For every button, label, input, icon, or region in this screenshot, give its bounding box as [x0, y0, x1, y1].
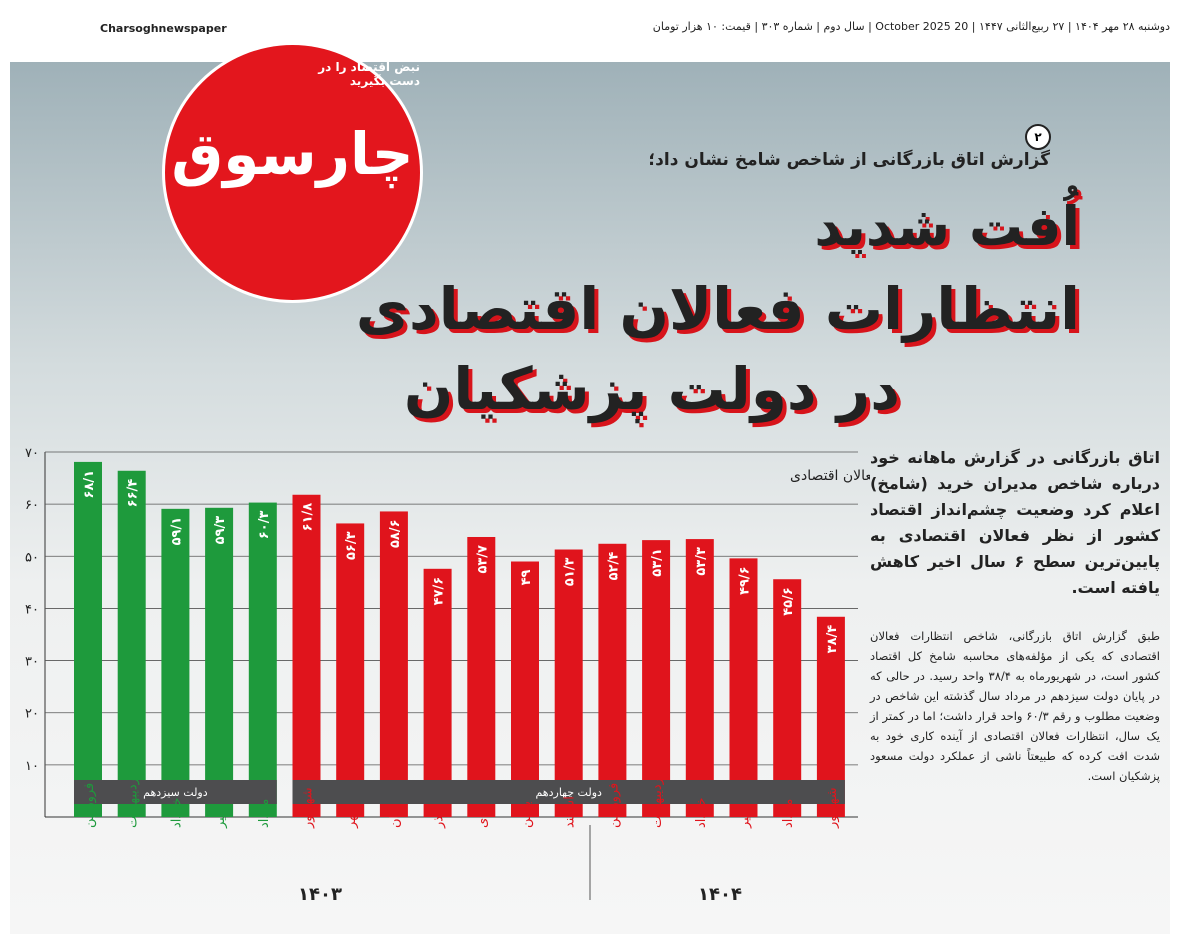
value-label: ۶۶/۴	[126, 479, 141, 508]
page-number: ۲	[1025, 124, 1051, 150]
value-label: ۶۸/۱	[82, 470, 97, 499]
value-label: ۵۱/۳	[563, 557, 578, 586]
bar	[773, 579, 802, 817]
y-tick-label: ۱۰	[25, 759, 39, 774]
y-tick-label: ۲۰	[25, 707, 39, 722]
bar	[292, 494, 321, 817]
value-label: ۵۸/۶	[388, 519, 403, 548]
bar	[511, 561, 539, 817]
body-text: طبق گزارش اتاق بازرگانی، شاخص انتظارات ف…	[870, 629, 1160, 783]
year-label: ۱۴۰۳	[298, 884, 342, 905]
x-tick-label: مرداد	[257, 799, 272, 828]
bar	[74, 461, 102, 817]
logo: چارسوق	[171, 120, 414, 188]
social-handle: Charsoghnewspaper	[100, 22, 227, 35]
bar	[161, 508, 190, 817]
y-tick-label: ۵۰	[25, 550, 39, 565]
x-tick-label: دی	[475, 812, 490, 828]
x-tick-label: تیر	[213, 813, 228, 829]
chart: شاخص انتظارات فعالان اقتصادی ۱۰ ۲۰ ۳۰ ۴۰ ۵۰ ۶…	[25, 446, 870, 905]
x-tick-label: فروردین	[82, 783, 97, 828]
value-label: ۴۵/۶	[781, 587, 796, 616]
headline: انتظارات فعالان اقتصادی	[355, 275, 1080, 343]
bar	[117, 470, 146, 817]
y-tick-label: ۴۰	[25, 602, 39, 617]
x-tick-label: اسفند	[563, 796, 578, 828]
slogan: نبض اقتصاد را در دست بگیرید	[318, 60, 420, 88]
value-label: ۶۱/۸	[301, 503, 316, 532]
value-label: ۵۹/۳	[213, 516, 228, 545]
value-label: ۶۰/۳	[257, 511, 272, 540]
x-tick-label: مهر	[344, 808, 359, 829]
group-band	[292, 780, 845, 804]
bar	[336, 523, 365, 817]
value-label: ۴۷/۶	[432, 577, 447, 606]
value-label: ۵۶/۳	[344, 531, 359, 560]
x-tick-label: اردیبهشت	[126, 774, 141, 828]
bar	[379, 511, 408, 817]
x-tick-label: مرداد	[781, 799, 796, 828]
value-label: ۵۳/۳	[694, 547, 709, 576]
x-tick-label: شهریور	[301, 787, 316, 829]
bar	[729, 558, 758, 817]
value-label: ۵۹/۱	[169, 517, 184, 546]
dateline: دوشنبه ۲۸ مهر ۱۴۰۴ | ۲۷ ربیع‌الثانی ۱۴۴۷…	[652, 20, 1170, 33]
x-tick-label: فروردین	[606, 783, 621, 828]
bar	[423, 568, 452, 817]
value-label: ۳۸/۴	[825, 625, 840, 654]
x-tick-label: شهریور	[825, 787, 840, 829]
bar	[554, 549, 583, 817]
year-label: ۱۴۰۴	[698, 884, 742, 905]
x-tick-label: تیر	[738, 813, 753, 829]
bar	[248, 502, 277, 817]
y-tick-label: ۳۰	[25, 655, 39, 670]
legend-label: دولت چهاردهم	[535, 786, 602, 799]
x-tick-label: بهمن	[519, 801, 534, 828]
x-tick-label: خرداد	[169, 798, 184, 828]
headline: اُفت شدید	[814, 195, 1080, 258]
headline: در دولت پزشکیان	[403, 355, 900, 423]
value-label: ۴۹/۶	[738, 566, 753, 595]
bar	[598, 543, 627, 817]
value-label: ۵۳/۱	[650, 548, 665, 577]
bar	[467, 536, 496, 817]
bar	[685, 539, 714, 817]
y-tick-label: ۶۰	[25, 498, 39, 513]
bar	[642, 540, 671, 817]
value-label: ۵۲/۴	[606, 552, 621, 581]
x-tick-label: آذر	[430, 811, 447, 829]
legend-label: دولت سیزدهم	[143, 786, 208, 799]
chart-title: شاخص انتظارات فعالان اقتصادی	[790, 468, 870, 484]
x-tick-label: آبان	[386, 806, 403, 828]
bar	[205, 507, 234, 817]
x-tick-label: اردیبهشت	[650, 774, 665, 828]
lead: اتاق بازرگانی در گزارش ماهانه خود درباره…	[870, 448, 1161, 597]
group-band	[74, 780, 277, 804]
kicker: گزارش اتاق بازرگانی از شاخص شامخ نشان دا…	[648, 150, 1050, 170]
y-tick-label: ۷۰	[25, 446, 39, 461]
logo-circle	[165, 45, 420, 300]
value-label: ۵۳/۷	[475, 545, 490, 574]
value-label: ۴۹	[519, 569, 534, 585]
x-tick-label: خرداد	[694, 798, 709, 828]
